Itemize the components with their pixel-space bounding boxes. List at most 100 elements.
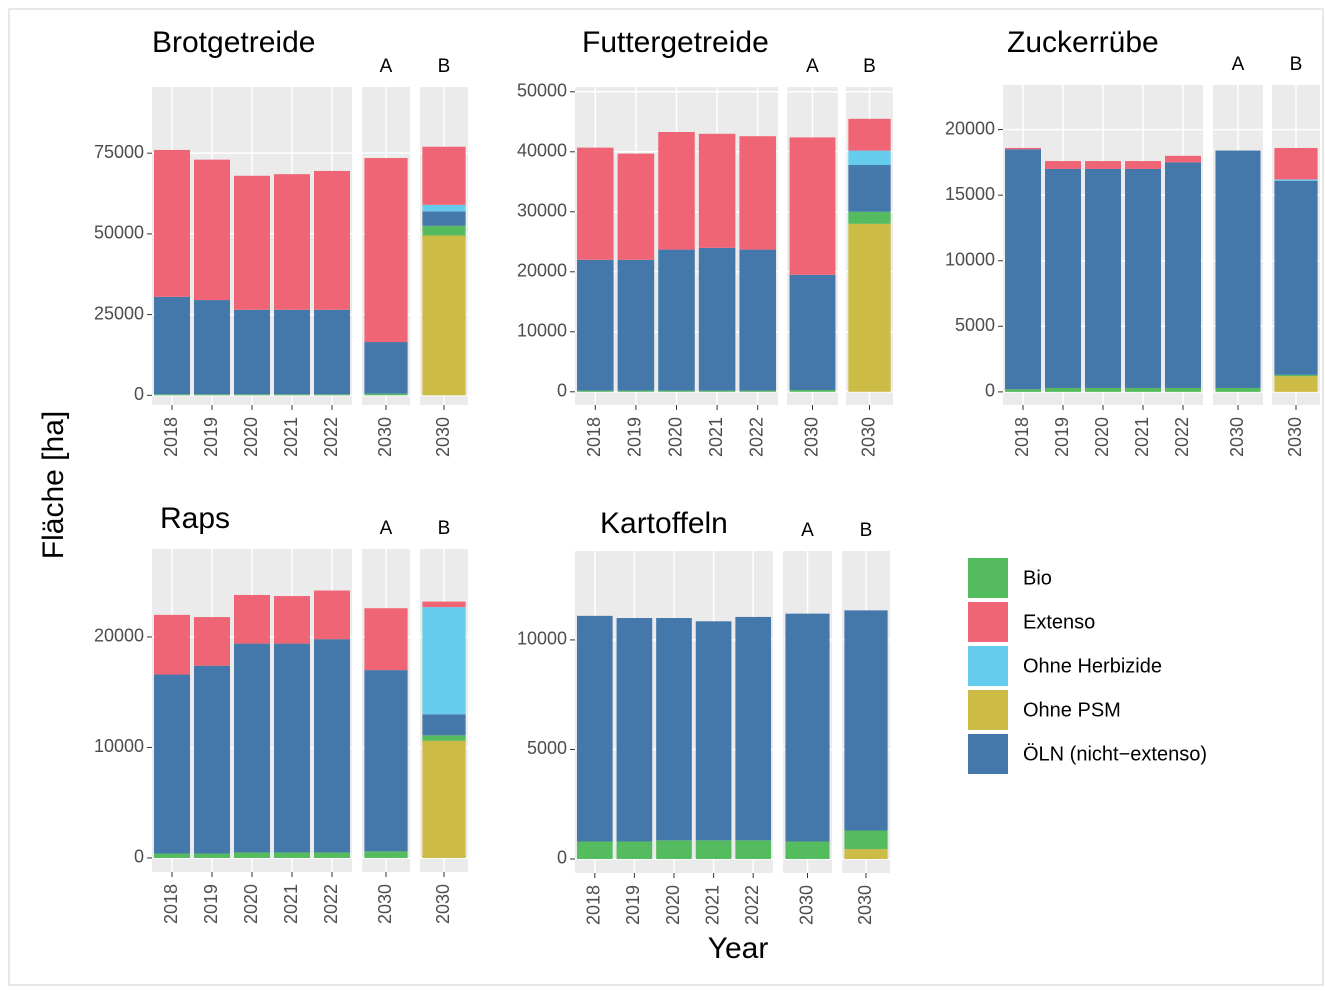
x-tick-label: 2030	[433, 884, 453, 924]
y-tick-label: 0	[985, 381, 995, 401]
y-tick-label: 0	[134, 384, 144, 404]
bar-segment	[154, 149, 190, 297]
bar-segment	[848, 223, 891, 392]
bar-segment	[314, 590, 350, 640]
x-tick-label: 2030	[1285, 417, 1305, 457]
bar-segment	[1215, 387, 1261, 392]
bar-segment	[364, 393, 408, 396]
bar-segment	[422, 204, 466, 212]
bar-segment	[739, 249, 776, 391]
bar-segment	[576, 841, 613, 859]
bar-segment	[844, 830, 888, 850]
bar-segment	[577, 259, 614, 391]
legend-label: ÖLN (nicht−extenso)	[1023, 743, 1207, 765]
x-tick-label: 2021	[281, 417, 301, 457]
bar-segment	[234, 309, 270, 395]
x-tick-label: 2022	[1172, 417, 1192, 457]
y-tick-label: 5000	[527, 738, 567, 758]
y-tick-label: 15000	[945, 184, 995, 204]
bar-segment	[616, 618, 653, 842]
chart-title: Brotgetreide	[152, 26, 315, 59]
bar-segment	[1274, 180, 1318, 375]
bar-segment	[848, 118, 891, 151]
panel-label: A	[380, 56, 393, 77]
bar-segment	[234, 643, 270, 853]
legend-label: Ohne Herbizide	[1023, 655, 1162, 677]
x-tick-label: 2020	[241, 884, 261, 924]
x-tick-label: 2030	[855, 885, 875, 925]
y-tick-label: 20000	[94, 626, 144, 646]
bar-segment	[314, 309, 350, 395]
x-tick-label: 2020	[665, 417, 685, 457]
bar-segment	[656, 840, 692, 859]
bar-segment	[656, 618, 692, 841]
bar-segment	[314, 394, 350, 396]
x-tick-label: 2030	[801, 417, 821, 457]
bar-segment	[314, 852, 350, 858]
bar-segment	[789, 137, 836, 275]
bar-segment	[422, 225, 466, 236]
bar-segment	[617, 259, 655, 391]
y-tick-label: 0	[134, 847, 144, 867]
bar-segment	[695, 840, 732, 859]
y-tick-label: 20000	[517, 261, 567, 281]
bar-segment	[364, 158, 408, 343]
bar-segment	[422, 714, 466, 736]
y-tick-label: 10000	[517, 321, 567, 341]
bar-segment	[658, 132, 695, 250]
bar-segment	[1045, 168, 1081, 388]
bar-segment	[154, 674, 190, 854]
bar-segment	[1165, 387, 1201, 392]
bar-segment	[422, 740, 466, 858]
bar-segment	[154, 614, 190, 675]
bar-segment	[194, 853, 230, 858]
chart-title: Zuckerrübe	[1007, 26, 1159, 59]
bar-segment	[735, 840, 772, 859]
bar-segment	[785, 613, 830, 842]
y-tick-label: 10000	[94, 736, 144, 756]
x-tick-label: 2019	[201, 884, 221, 924]
bar-segment	[1125, 161, 1161, 169]
bar-segment	[422, 607, 466, 715]
y-tick-label: 10000	[945, 249, 995, 269]
legend-swatch	[968, 646, 1008, 686]
panel-label: B	[438, 56, 451, 77]
x-tick-label: 2021	[706, 417, 726, 457]
y-tick-label: 40000	[517, 141, 567, 161]
bar-segment	[735, 616, 772, 841]
bar-segment	[848, 211, 891, 224]
panel-label: B	[863, 56, 876, 77]
bar-segment	[314, 639, 350, 853]
x-tick-label: 2019	[201, 417, 221, 457]
panel-label: A	[801, 520, 814, 541]
x-tick-label: 2030	[858, 417, 878, 457]
bar-segment	[1274, 374, 1318, 377]
panel-label: A	[1232, 54, 1245, 75]
bar-segment	[274, 596, 310, 644]
panel-label: B	[860, 520, 873, 541]
x-tick-label: 2021	[1132, 417, 1152, 457]
x-tick-label: 2020	[663, 885, 683, 925]
bar-segment	[1215, 150, 1261, 388]
bar-segment	[1085, 168, 1121, 388]
bar-segment	[274, 852, 310, 858]
bar-segment	[364, 670, 408, 852]
bar-segment	[1045, 161, 1081, 169]
bar-segment	[698, 133, 736, 248]
panel-label: B	[438, 518, 451, 539]
y-tick-label: 50000	[517, 81, 567, 101]
y-tick-label: 30000	[517, 201, 567, 221]
bar-segment	[1085, 161, 1121, 169]
chart-title: Raps	[160, 502, 230, 535]
bar-segment	[1045, 387, 1081, 392]
bar-segment	[1005, 389, 1041, 392]
bar-segment	[274, 309, 310, 395]
bar-segment	[234, 175, 270, 310]
bar-segment	[314, 170, 350, 310]
bar-segment	[844, 610, 888, 831]
x-tick-label: 2019	[1052, 417, 1072, 457]
x-tick-label: 2019	[625, 417, 645, 457]
bar-segment	[1274, 376, 1318, 392]
bar-segment	[194, 394, 230, 396]
bar-segment	[698, 390, 736, 392]
